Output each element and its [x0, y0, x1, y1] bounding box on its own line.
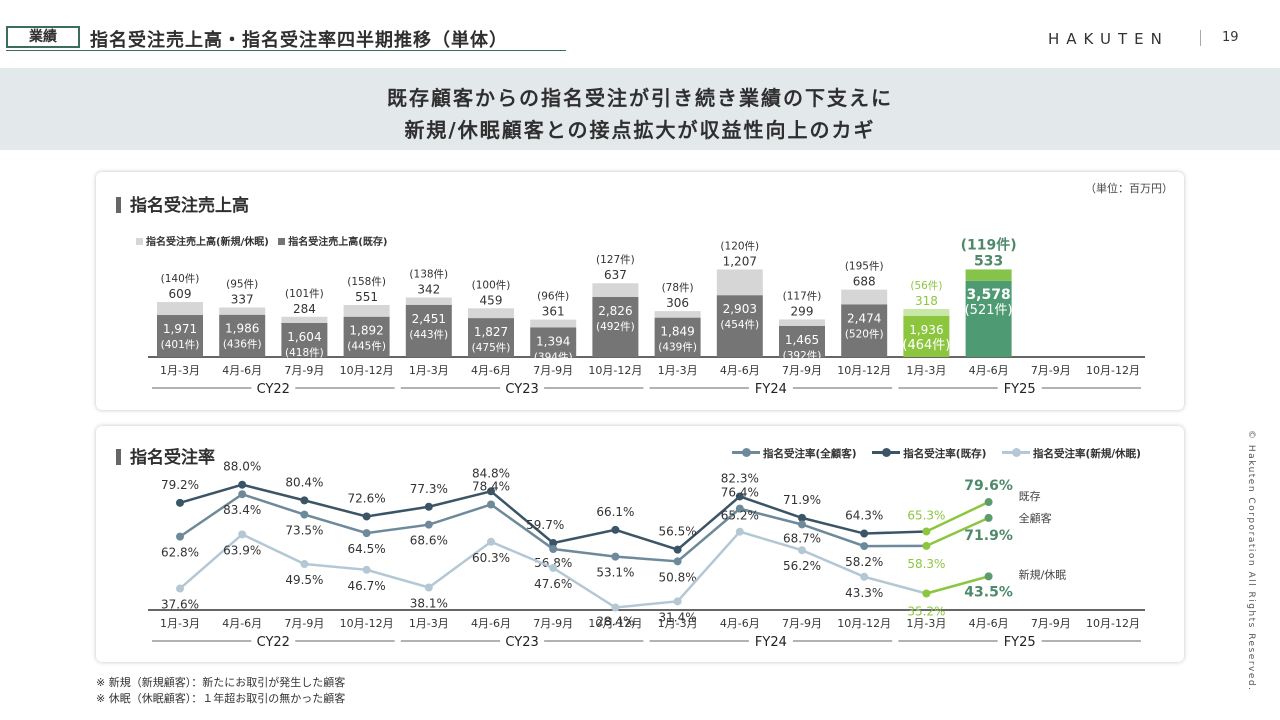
sales-chart-title-text: 指名受注売上高: [130, 196, 249, 216]
rate-chart-panel: [96, 426, 1184, 662]
legend-new-label: 指名受注売上高(新規/休眠): [146, 237, 269, 248]
legend-new-rate-label: 指名受注率(新規/休眠): [1033, 448, 1141, 460]
legend-new-swatch: [136, 238, 143, 245]
sales-chart-title: 指名受注売上高: [116, 191, 249, 216]
company-logo: HAKUTEN: [1048, 30, 1169, 48]
legend-existing-swatch: [278, 238, 286, 245]
copyright-notice: © Hakuten Corporation All Rights Reserve…: [1246, 430, 1266, 691]
copyright-text: © Hakuten Corporation All Rights Reserve…: [1246, 430, 1256, 692]
rate-chart-title: 指名受注率: [116, 443, 215, 468]
footnote-new: ※ 新規（新規顧客）：新たにお取引が発生した顧客: [96, 676, 346, 689]
legend-existing-line-icon: [872, 448, 901, 457]
page-number: 19: [1222, 30, 1239, 45]
legend-existing-rate-label: 指名受注率(既存): [903, 448, 987, 460]
footnote-dormant: ※ 休眠（休眠顧客）：１年超お取引の無かった顧客: [96, 692, 346, 705]
sales-legend: 指名受注売上高(新規/休眠) 指名受注売上高(既存): [136, 233, 387, 248]
headline-line-2: 新規/休眠顧客との接点拡大が収益性向上のカギ: [404, 118, 876, 142]
headline-line-1: 既存顧客からの指名受注が引き続き業績の下支えに: [387, 86, 893, 110]
rate-legend: 指名受注率(全顧客) 指名受注率(既存) 指名受注率(新規/休眠): [720, 446, 1141, 461]
logo-separator: [1200, 30, 1201, 46]
section-tag: 業績: [6, 26, 80, 48]
unit-label: （単位：百万円）: [1085, 182, 1173, 195]
sales-chart-panel: [96, 172, 1184, 410]
legend-new-line-icon: [1002, 448, 1031, 457]
title-bar-icon: [116, 197, 121, 213]
legend-all-label: 指名受注率(全顧客): [763, 448, 857, 460]
legend-all-line-icon: [732, 448, 760, 457]
title-bar-icon: [116, 449, 121, 465]
headline-banner: [0, 68, 1280, 150]
rate-chart-title-text: 指名受注率: [130, 448, 215, 468]
title-underline: [6, 50, 566, 51]
legend-existing-label: 指名受注売上高(既存): [288, 237, 388, 248]
page-title: 指名受注売上高・指名受注率四半期推移（単体）: [90, 30, 508, 51]
